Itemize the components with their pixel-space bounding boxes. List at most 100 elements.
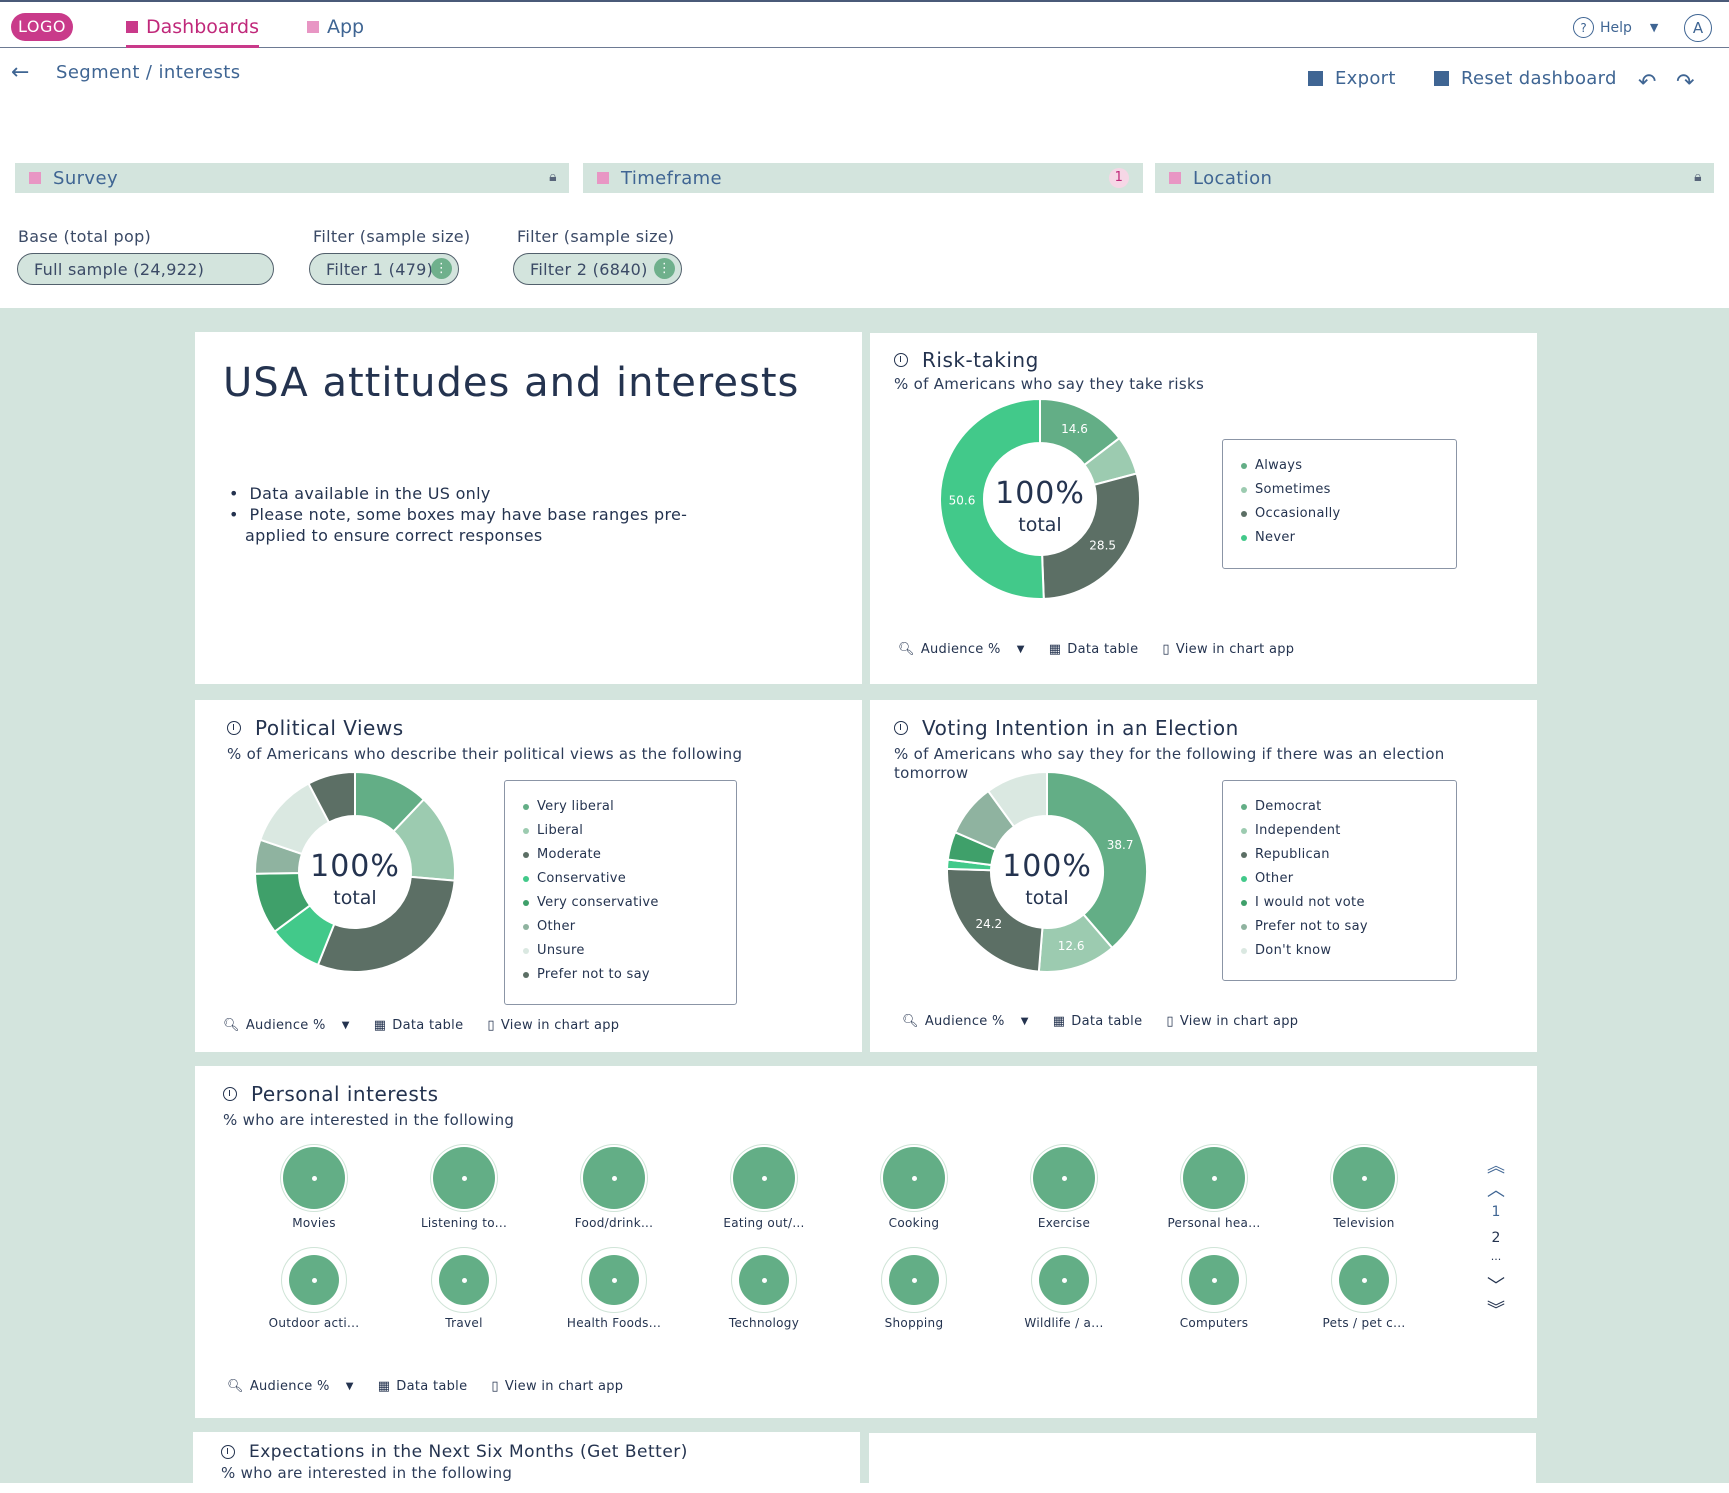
- legend-item[interactable]: Unsure: [523, 943, 585, 958]
- chevron-down-icon[interactable]: ▼: [1016, 644, 1025, 655]
- last-page-icon[interactable]: ︾: [1487, 1300, 1505, 1321]
- legend-label: I would not vote: [1255, 895, 1365, 910]
- interest-bubble[interactable]: [883, 1147, 945, 1209]
- filter2-pill[interactable]: Filter 2 (6840) ⋮: [513, 253, 682, 285]
- interest-bubble[interactable]: [289, 1255, 339, 1305]
- interest-label: Eating out/...: [723, 1216, 805, 1230]
- legend-item[interactable]: Always: [1241, 458, 1302, 473]
- legend-item[interactable]: Don't know: [1241, 943, 1331, 958]
- timeframe-filter[interactable]: Timeframe 1: [583, 163, 1143, 193]
- donut-slice[interactable]: [946, 867, 1044, 973]
- base-pill[interactable]: Full sample (24,922): [17, 253, 274, 285]
- legend-item[interactable]: Prefer not to say: [1241, 919, 1368, 934]
- prev-page-icon[interactable]: ︿: [1487, 1180, 1505, 1201]
- legend-item[interactable]: Prefer not to say: [523, 967, 650, 982]
- legend-item[interactable]: Independent: [1241, 823, 1341, 838]
- tab-app[interactable]: App: [307, 16, 364, 48]
- info-icon[interactable]: [894, 721, 908, 735]
- controls: 🔍︎ Audience % ▼ ▦ Data table ▯ View in c…: [898, 642, 1294, 657]
- legend-item[interactable]: Very liberal: [523, 799, 614, 814]
- audience-dropdown[interactable]: Audience %: [924, 1014, 1005, 1029]
- interest-bubble[interactable]: [589, 1255, 639, 1305]
- legend-dot-icon: [1241, 899, 1247, 906]
- interest-bubble[interactable]: [1189, 1255, 1239, 1305]
- survey-filter[interactable]: Survey 🔒︎: [15, 163, 569, 193]
- back-arrow-icon[interactable]: ←: [11, 60, 30, 85]
- first-page-icon[interactable]: ︽: [1487, 1156, 1505, 1177]
- data-table-link[interactable]: Data table: [1067, 642, 1139, 657]
- legend-item[interactable]: Sometimes: [1241, 482, 1331, 497]
- info-icon[interactable]: [894, 353, 908, 367]
- reset-dashboard-button[interactable]: Reset dashboard: [1434, 68, 1617, 89]
- legend-item[interactable]: Conservative: [523, 871, 626, 886]
- bubble-center-dot: [1061, 1175, 1067, 1181]
- interest-bubble[interactable]: [283, 1147, 345, 1209]
- undo-icon[interactable]: ↶: [1638, 70, 1657, 95]
- tab-dashboards[interactable]: Dashboards: [126, 16, 259, 48]
- audience-dropdown[interactable]: Audience %: [249, 1379, 330, 1394]
- export-button[interactable]: Export: [1308, 68, 1396, 89]
- legend-item[interactable]: Democrat: [1241, 799, 1322, 814]
- view-chart-link[interactable]: View in chart app: [1179, 1014, 1299, 1029]
- audience-dropdown[interactable]: Audience %: [920, 642, 1001, 657]
- legend-item[interactable]: Other: [1241, 871, 1293, 886]
- donut-slice[interactable]: [986, 770, 1048, 829]
- donut-slice[interactable]: [307, 770, 356, 824]
- chevron-down-icon[interactable]: ▼: [345, 1381, 354, 1392]
- donut-slice[interactable]: [316, 875, 456, 973]
- info-icon[interactable]: [223, 1087, 237, 1101]
- page-2[interactable]: 2: [1491, 1230, 1501, 1246]
- interest-bubble[interactable]: [733, 1147, 795, 1209]
- view-chart-link[interactable]: View in chart app: [1175, 642, 1295, 657]
- legend-label: Republican: [1255, 847, 1330, 862]
- legend-label: Other: [1255, 871, 1294, 886]
- view-chart-link[interactable]: View in chart app: [504, 1379, 624, 1394]
- legend-item[interactable]: Never: [1241, 530, 1295, 545]
- data-table-link[interactable]: Data table: [392, 1018, 464, 1033]
- chevron-down-icon[interactable]: ▼: [341, 1020, 350, 1031]
- data-table-link[interactable]: Data table: [396, 1379, 468, 1394]
- avatar[interactable]: A: [1684, 14, 1712, 42]
- legend-item[interactable]: Republican: [1241, 847, 1330, 862]
- interest-bubble[interactable]: [889, 1255, 939, 1305]
- interest-bubble[interactable]: [739, 1255, 789, 1305]
- filter1-pill[interactable]: Filter 1 (479) ⋮: [309, 253, 459, 285]
- interest-bubble[interactable]: [1339, 1255, 1389, 1305]
- page-1[interactable]: 1: [1491, 1204, 1501, 1220]
- logo[interactable]: LOGO: [11, 13, 73, 41]
- donut-slice[interactable]: [939, 397, 1045, 600]
- interest-bubble[interactable]: [433, 1147, 495, 1209]
- legend-item[interactable]: Other: [523, 919, 575, 934]
- interest-bubble[interactable]: [1033, 1147, 1095, 1209]
- legend-dot-icon: [1241, 486, 1247, 493]
- legend-item[interactable]: Liberal: [523, 823, 583, 838]
- legend-label: Very liberal: [537, 799, 615, 814]
- legend-item[interactable]: I would not vote: [1241, 895, 1365, 910]
- more-options-icon[interactable]: ⋮: [431, 258, 452, 279]
- redo-icon[interactable]: ↷: [1676, 70, 1695, 95]
- audience-dropdown[interactable]: Audience %: [245, 1018, 326, 1033]
- table-icon: ▦: [373, 1018, 387, 1033]
- view-chart-link[interactable]: View in chart app: [500, 1018, 620, 1033]
- info-icon[interactable]: [221, 1445, 235, 1459]
- interest-bubble[interactable]: [1183, 1147, 1245, 1209]
- political-title: Political Views: [227, 716, 404, 740]
- interest-bubble[interactable]: [1039, 1255, 1089, 1305]
- more-options-icon[interactable]: ⋮: [654, 258, 675, 279]
- location-filter[interactable]: Location 🔒︎: [1155, 163, 1714, 193]
- data-table-link[interactable]: Data table: [1071, 1014, 1143, 1029]
- legend-item[interactable]: Occasionally: [1241, 506, 1341, 521]
- chevron-down-icon[interactable]: ▼: [1020, 1016, 1029, 1027]
- legend-item[interactable]: Very conservative: [523, 895, 659, 910]
- next-page-icon[interactable]: ﹀: [1487, 1276, 1505, 1297]
- table-icon: ▦: [1052, 1014, 1066, 1029]
- info-icon[interactable]: [227, 721, 241, 735]
- interest-bubble[interactable]: [583, 1147, 645, 1209]
- help-menu[interactable]: ? Help ▼: [1573, 17, 1658, 38]
- donut-slice[interactable]: [1041, 472, 1141, 600]
- donut-slice[interactable]: [1046, 770, 1148, 950]
- legend-item[interactable]: Moderate: [523, 847, 601, 862]
- interest-bubble[interactable]: [1333, 1147, 1395, 1209]
- interest-bubble[interactable]: [439, 1255, 489, 1305]
- chevron-down-icon[interactable]: ▼: [1649, 21, 1659, 34]
